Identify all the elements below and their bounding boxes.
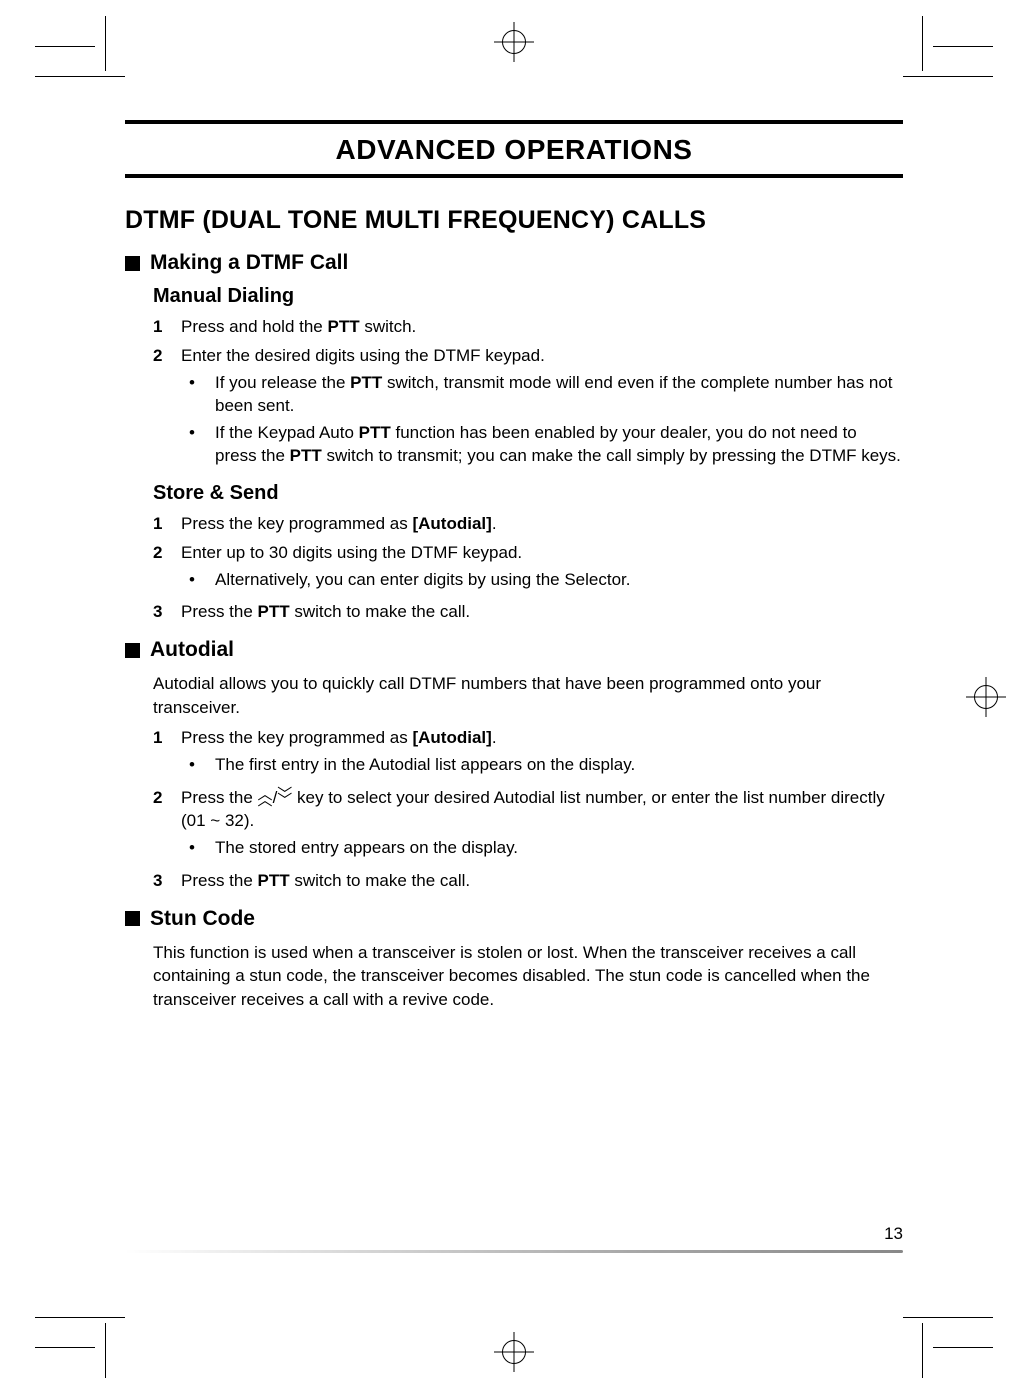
step-item: 1 Press and hold the PTT switch.	[153, 316, 903, 339]
bullet-item: The stored entry appears on the display.	[181, 837, 903, 860]
step-number: 1	[153, 727, 181, 781]
subsection-label: Stun Code	[150, 907, 255, 931]
square-bullet-icon	[125, 256, 140, 271]
step-text: Enter the desired digits using the DTMF …	[181, 345, 903, 472]
step-item: 2 Enter up to 30 digits using the DTMF k…	[153, 542, 903, 596]
step-text: Press the ︿︿/﹀﹀ key to select your desir…	[181, 787, 903, 864]
section-heading: DTMF (DUAL TONE MULTI FREQUENCY) CALLS	[125, 206, 903, 235]
step-number: 1	[153, 316, 181, 339]
heading-store-send: Store & Send	[153, 482, 903, 505]
step-number: 2	[153, 787, 181, 864]
bullet-item: If the Keypad Auto PTT function has been…	[181, 422, 903, 468]
step-text: Press the key programmed as [Autodial]. …	[181, 727, 903, 781]
registration-mark-top	[502, 30, 526, 54]
stun-body: This function is used when a transceiver…	[153, 941, 903, 1011]
subsection-label: Making a DTMF Call	[150, 251, 348, 275]
step-text: Press and hold the PTT switch.	[181, 316, 903, 339]
chapter-title: ADVANCED OPERATIONS	[125, 120, 903, 178]
bullet-item: The first entry in the Autodial list app…	[181, 754, 903, 777]
subsection-stun-code: Stun Code	[125, 907, 903, 931]
step-number: 2	[153, 345, 181, 472]
step-number: 1	[153, 513, 181, 536]
subsection-making-dtmf: Making a DTMF Call	[125, 251, 903, 275]
step-text: Enter up to 30 digits using the DTMF key…	[181, 542, 903, 596]
bullet-item: Alternatively, you can enter digits by u…	[181, 569, 903, 592]
step-text: Press the key programmed as [Autodial].	[181, 513, 903, 536]
subsection-autodial: Autodial	[125, 638, 903, 662]
step-item: 1 Press the key programmed as [Autodial]…	[153, 513, 903, 536]
step-item: 3 Press the PTT switch to make the call.	[153, 870, 903, 893]
autodial-intro: Autodial allows you to quickly call DTMF…	[153, 672, 903, 719]
step-text: Press the PTT switch to make the call.	[181, 870, 903, 893]
heading-manual-dialing: Manual Dialing	[153, 285, 903, 308]
registration-mark-bottom	[502, 1340, 526, 1364]
step-item: 3 Press the PTT switch to make the call.	[153, 601, 903, 624]
chapter-title-text: ADVANCED OPERATIONS	[125, 134, 903, 166]
chevron-down-icon: ﹀﹀	[277, 792, 292, 804]
step-text: Press the PTT switch to make the call.	[181, 601, 903, 624]
step-item: 2 Enter the desired digits using the DTM…	[153, 345, 903, 472]
square-bullet-icon	[125, 911, 140, 926]
step-item: 1 Press the key programmed as [Autodial]…	[153, 727, 903, 781]
chevron-up-icon: ︿︿	[258, 792, 273, 804]
page-footer-rule	[125, 1250, 903, 1254]
step-number: 2	[153, 542, 181, 596]
step-item: 2 Press the ︿︿/﹀﹀ key to select your des…	[153, 787, 903, 864]
subsection-label: Autodial	[150, 638, 234, 662]
registration-mark-right	[974, 685, 998, 709]
bullet-item: If you release the PTT switch, transmit …	[181, 372, 903, 418]
step-number: 3	[153, 870, 181, 893]
page-number: 13	[884, 1224, 903, 1244]
step-number: 3	[153, 601, 181, 624]
square-bullet-icon	[125, 643, 140, 658]
